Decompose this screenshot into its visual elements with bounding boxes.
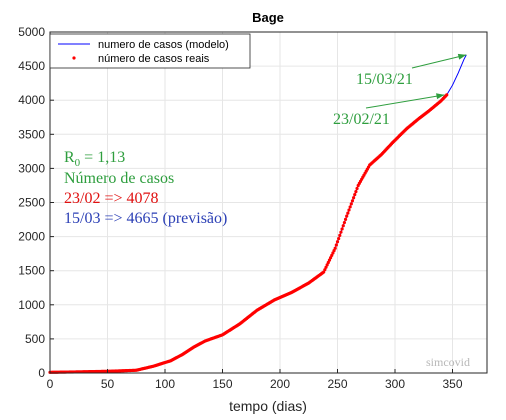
- real-point: [350, 202, 353, 205]
- x-tick-label: 0: [47, 377, 54, 391]
- x-tick-label: 100: [155, 377, 175, 391]
- date-real-label: 23/02/21: [333, 111, 390, 128]
- real-point: [347, 208, 350, 211]
- real-point: [343, 221, 346, 224]
- y-tick-label: 1500: [18, 264, 45, 278]
- legend-entry-real: número de casos reais: [98, 53, 210, 65]
- legend-dot-sample: [72, 56, 75, 59]
- chart-title: Bage: [252, 10, 284, 25]
- real-point: [336, 240, 339, 243]
- date-forecast-label: 15/03/21: [356, 71, 413, 88]
- r0-value: = 1,13: [80, 149, 125, 166]
- forecast-line: 15/03 => 4665 (previsão): [64, 210, 227, 227]
- real-point: [338, 234, 341, 237]
- y-tick-label: 4000: [18, 93, 45, 107]
- x-tick-label: 150: [212, 377, 232, 391]
- real-point: [342, 224, 345, 227]
- real-point: [341, 227, 344, 230]
- r0-prefix: R: [64, 149, 75, 166]
- real-point: [339, 231, 342, 234]
- real-point: [346, 211, 349, 214]
- real-point: [354, 190, 357, 193]
- y-tick-label: 1000: [18, 298, 45, 312]
- real-point: [352, 196, 355, 199]
- real-point: [337, 237, 340, 240]
- real-point: [355, 187, 358, 190]
- real-point: [445, 93, 448, 96]
- y-tick-label: 2500: [18, 196, 45, 210]
- y-tick-label: 3500: [18, 127, 45, 141]
- watermark: simcovid: [426, 355, 470, 369]
- x-axis-label: tempo (dias): [229, 398, 307, 414]
- real-point: [349, 205, 352, 208]
- y-tick-label: 3000: [18, 161, 45, 175]
- real-point: [353, 193, 356, 196]
- y-tick-label: 0: [38, 366, 45, 380]
- y-tick-label: 2000: [18, 230, 45, 244]
- real-point: [344, 218, 347, 221]
- real-point: [335, 243, 338, 246]
- legend-entry-model: numero de casos (modelo): [98, 39, 229, 51]
- x-tick-label: 250: [327, 377, 347, 391]
- legend: numero de casos (modelo) número de casos…: [50, 34, 250, 68]
- y-tick-label: 5000: [18, 25, 45, 39]
- real-point: [345, 215, 348, 218]
- x-tick-label: 300: [385, 377, 405, 391]
- y-tick-label: 4500: [18, 59, 45, 73]
- real-point: [351, 199, 354, 202]
- real-point: [334, 247, 337, 250]
- x-tick-label: 350: [442, 377, 462, 391]
- x-tick-label: 50: [101, 377, 115, 391]
- real-cases-line: 23/02 => 4078: [64, 190, 159, 207]
- y-tick-label: 500: [25, 332, 45, 346]
- x-tick-label: 200: [270, 377, 290, 391]
- cases-label: Número de casos: [64, 170, 174, 187]
